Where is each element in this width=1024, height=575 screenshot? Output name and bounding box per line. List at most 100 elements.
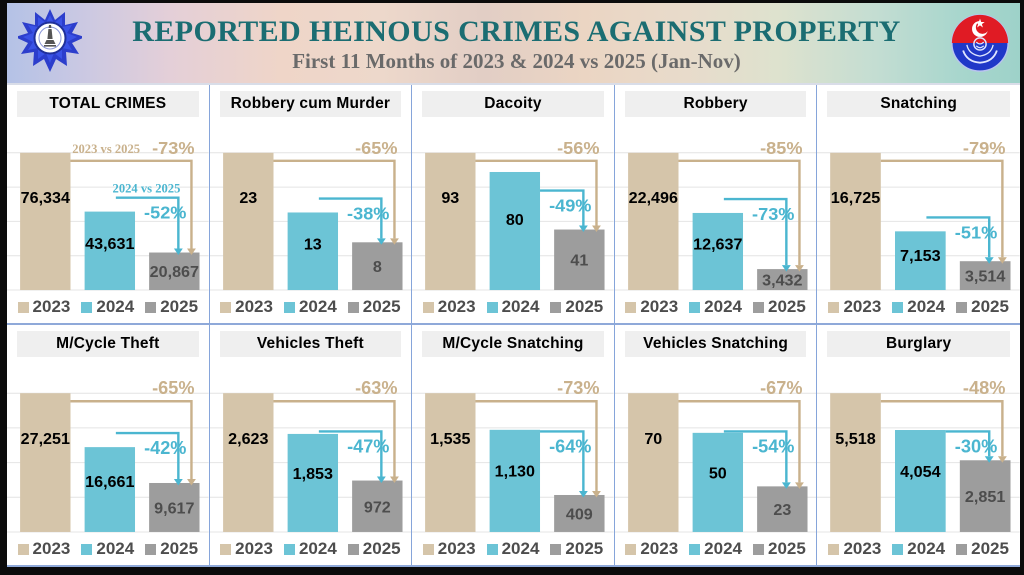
- pct-2023-vs-2025: -48%: [963, 378, 1006, 398]
- pct-2024-vs-2025: -54%: [752, 437, 794, 457]
- legend-label-2024: 2024: [298, 539, 337, 558]
- bar-chart: -85% -73% 22,496 12,637 3,432: [614, 138, 817, 291]
- arrowhead-2024: [173, 478, 183, 486]
- bar-2024: [84, 211, 136, 291]
- legend-item-2023: 2023: [828, 297, 881, 317]
- value-label-2023: 93: [442, 190, 460, 207]
- value-label-2024: 16,661: [85, 473, 134, 491]
- arrow-2024-vs-2025: [115, 431, 180, 479]
- pct-2024-vs-2025: -49%: [549, 196, 591, 216]
- arrow-2023-vs-2025: [273, 159, 396, 239]
- legend-item-2024: 2024: [486, 539, 540, 559]
- legend-item-2023: 2023: [220, 539, 273, 559]
- legend-item-2024: 2024: [81, 539, 134, 559]
- legend-item-2023: 2023: [422, 297, 476, 317]
- pct-2024-vs-2025: -73%: [752, 204, 794, 224]
- legend-swatch-2023: [220, 301, 232, 313]
- arrow-2024-vs-2025: [318, 430, 383, 477]
- legend-label-2023: 2023: [843, 297, 882, 316]
- legend-swatch-2023: [220, 543, 232, 555]
- chart-title: Snatching: [827, 91, 1010, 117]
- legend-swatch-2023: [828, 543, 840, 555]
- bar-2024: [84, 447, 136, 532]
- arrow-2023-vs-2025: [475, 400, 598, 491]
- chart-legend: 2023 2024 2025: [412, 296, 614, 323]
- legend-swatch-2023: [422, 301, 434, 313]
- legend-swatch-2025: [145, 543, 157, 555]
- value-label-2025: 41: [571, 253, 589, 270]
- bar-2023: [222, 152, 274, 291]
- arrow-2024-vs-2025: [946, 430, 991, 457]
- bar-2023: [20, 152, 71, 291]
- chart-panel-vehicles-snatching: Vehicles Snatching -67% -54% 70 50 23 2023 20…: [614, 325, 818, 565]
- legend-label-2023: 2023: [32, 297, 71, 316]
- arrowhead-2024: [376, 476, 386, 484]
- arrowhead-2024: [781, 265, 791, 272]
- chart-legend: 2023 2024 2025: [210, 538, 412, 565]
- pct-2023-vs-2025: -73%: [557, 378, 599, 398]
- bar-2025: [351, 480, 403, 532]
- chart-panel-vehicles-theft: Vehicles Theft -63% -47% 2,623 1,853 972 202…: [209, 325, 413, 565]
- arrowhead-2023: [998, 456, 1008, 463]
- legend-label-2025: 2025: [565, 539, 604, 558]
- pct-2023-vs-2025: -65%: [152, 378, 194, 398]
- legend-label-2024: 2024: [501, 297, 540, 316]
- chart-panel-robbery: Robbery -85% -73% 22,496 12,637 3,432 2023 20…: [614, 85, 818, 325]
- legend-swatch-2025: [145, 301, 157, 313]
- legend-swatch-2024: [689, 301, 701, 313]
- legend-swatch-2025: [347, 301, 359, 313]
- pct-2024-vs-2025: -30%: [955, 437, 998, 457]
- legend-label-2025: 2025: [362, 539, 401, 558]
- value-label-2024: 80: [506, 212, 524, 229]
- chart-legend: 2023 2024 2025: [412, 538, 614, 565]
- capital-city-police-badge-logo: [7, 8, 93, 78]
- value-label-2025: 3,514: [965, 268, 1006, 286]
- value-label-2023: 2,623: [228, 430, 268, 448]
- arrow-2023-vs-2025: [678, 400, 801, 483]
- legend-swatch-2024: [892, 543, 904, 555]
- legend-label-2025: 2025: [160, 539, 199, 558]
- charts-grid: TOTAL CRIMES -73% -52% 2023 vs 2025 2024 vs…: [7, 85, 1020, 567]
- comparison-label-2024: 2024 vs 2025: [113, 182, 181, 196]
- pct-2024-vs-2025: -51%: [955, 222, 998, 242]
- arrow-2023-vs-2025: [475, 159, 598, 226]
- legend-label-2023: 2023: [32, 539, 71, 558]
- value-label-2025: 3,432: [762, 273, 802, 290]
- legend-item-2024: 2024: [689, 539, 742, 559]
- legend-label-2024: 2024: [501, 539, 540, 558]
- arrow-2024-vs-2025: [723, 430, 788, 483]
- legend-label-2023: 2023: [843, 539, 882, 558]
- header-titles: REPORTED HEINOUS CRIMES AGAINST PROPERTY…: [93, 14, 940, 73]
- value-label-2023: 16,725: [831, 189, 881, 207]
- bar-chart: -65% -38% 23 13 8: [209, 138, 412, 291]
- bar-chart: -73% -52% 2023 vs 2025 2024 vs 2025 76,334 43…: [7, 138, 209, 291]
- value-label-2024: 50: [709, 465, 727, 483]
- bar-chart: -79% -51% 16,725 7,153 3,514: [817, 138, 1020, 291]
- legend-item-2025: 2025: [550, 539, 603, 559]
- legend-swatch-2024: [283, 543, 295, 555]
- slide-frame: REPORTED HEINOUS CRIMES AGAINST PROPERTY…: [7, 3, 1020, 567]
- value-label-2025: 409: [566, 506, 593, 524]
- legend-label-2024: 2024: [96, 539, 135, 558]
- arrowhead-2024: [579, 225, 588, 233]
- value-label-2025: 23: [773, 501, 791, 519]
- arrow-2024-vs-2025: [318, 197, 383, 239]
- bar-2025: [149, 252, 200, 291]
- value-label-2023: 1,535: [430, 430, 470, 448]
- legend-item-2024: 2024: [892, 539, 945, 559]
- arrow-2024-vs-2025: [540, 189, 585, 226]
- bar-2023: [627, 393, 679, 532]
- legend-item-2023: 2023: [17, 297, 71, 317]
- legend-label-2023: 2023: [437, 539, 476, 558]
- arrowhead-2023: [187, 478, 196, 486]
- legend-item-2025: 2025: [550, 297, 603, 317]
- bar-2025: [351, 242, 403, 291]
- legend-swatch-2025: [753, 543, 764, 555]
- pct-2024-vs-2025: -42%: [144, 438, 186, 458]
- legend-item-2023: 2023: [422, 539, 476, 559]
- page-title: REPORTED HEINOUS CRIMES AGAINST PROPERTY: [132, 14, 901, 48]
- value-label-2023: 27,251: [21, 430, 70, 448]
- bar-chart: -48% -30% 5,518 4,054 2,851: [817, 378, 1020, 533]
- pct-2024-vs-2025: -52%: [144, 203, 186, 223]
- bar-chart: -67% -54% 70 50 23: [614, 378, 817, 533]
